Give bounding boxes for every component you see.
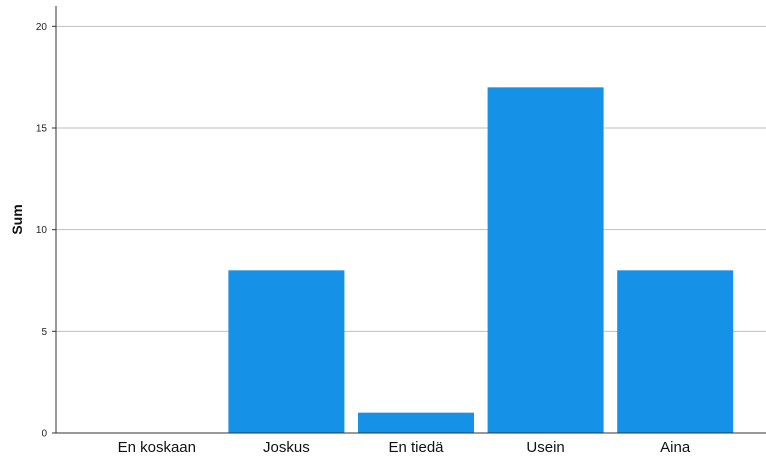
bar-3 xyxy=(358,413,474,433)
x-category-label: En tiedä xyxy=(388,439,444,456)
bar-2 xyxy=(228,270,344,433)
x-category-label: Joskus xyxy=(263,439,310,456)
x-category-label: En koskaan xyxy=(118,439,196,456)
x-category-label: Aina xyxy=(660,439,691,456)
bar-4 xyxy=(488,87,604,433)
y-tick-label: 0 xyxy=(41,429,47,440)
y-tick-label: 15 xyxy=(36,124,48,135)
y-tick-label: 20 xyxy=(36,22,48,33)
y-tick-label: 5 xyxy=(41,327,47,338)
bar-5 xyxy=(617,270,733,433)
x-category-label: Usein xyxy=(526,439,564,456)
y-tick-label: 10 xyxy=(36,225,48,236)
y-axis-title: Sum xyxy=(9,204,25,234)
bars xyxy=(228,87,733,433)
